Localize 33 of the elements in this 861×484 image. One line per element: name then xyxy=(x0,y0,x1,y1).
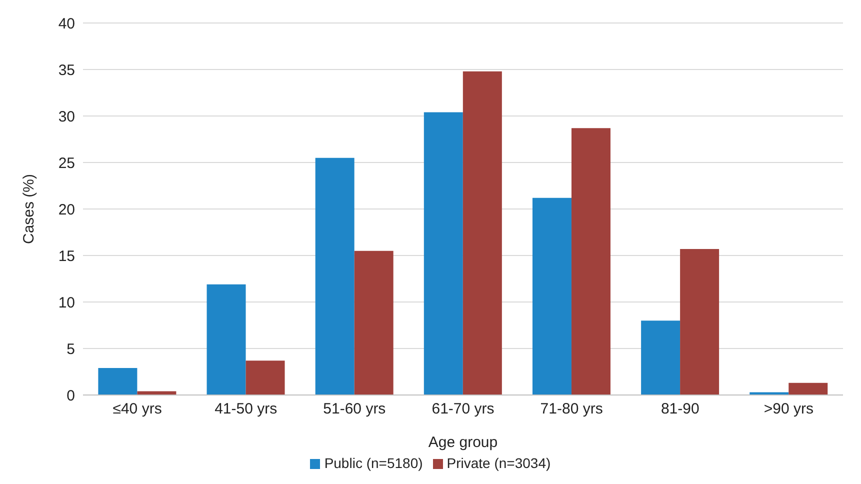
legend-label: Private (n=3034) xyxy=(446,455,551,471)
bar xyxy=(206,284,246,395)
x-axis-title: Age group xyxy=(428,434,498,451)
y-axis-title: Cases (%) xyxy=(20,174,38,244)
bar xyxy=(680,248,720,395)
bar xyxy=(315,158,354,395)
legend-label: Public (n=5180) xyxy=(324,455,423,471)
bar xyxy=(424,112,463,395)
y-tick-label: 40 xyxy=(58,15,75,32)
x-tick-label: 51-60 yrs xyxy=(323,400,386,418)
bar xyxy=(571,128,610,395)
y-tick-label: 0 xyxy=(66,387,75,404)
y-tick-label: 30 xyxy=(58,108,75,126)
y-tick-label: 15 xyxy=(58,248,75,265)
y-tick-label: 25 xyxy=(58,154,75,172)
bar xyxy=(532,198,572,395)
bar xyxy=(246,360,285,395)
x-tick-label: 81-90 xyxy=(660,400,700,418)
y-tick-label: 35 xyxy=(58,62,75,79)
x-tick-label: 41-50 yrs xyxy=(214,400,278,418)
x-tick-label: 61-70 yrs xyxy=(432,400,494,418)
x-tick-label: 71-80 yrs xyxy=(540,400,603,418)
bar xyxy=(98,368,138,395)
x-tick-label: >90 yrs xyxy=(764,400,814,418)
y-tick-label: 10 xyxy=(58,294,75,312)
y-tick-label: 5 xyxy=(66,340,75,358)
x-tick-label: ≤40 yrs xyxy=(112,400,162,418)
y-tick-label: 20 xyxy=(58,201,75,218)
bar xyxy=(354,250,394,395)
bar xyxy=(750,392,789,395)
bar xyxy=(462,71,502,395)
bar xyxy=(641,320,680,395)
bar xyxy=(788,382,828,395)
